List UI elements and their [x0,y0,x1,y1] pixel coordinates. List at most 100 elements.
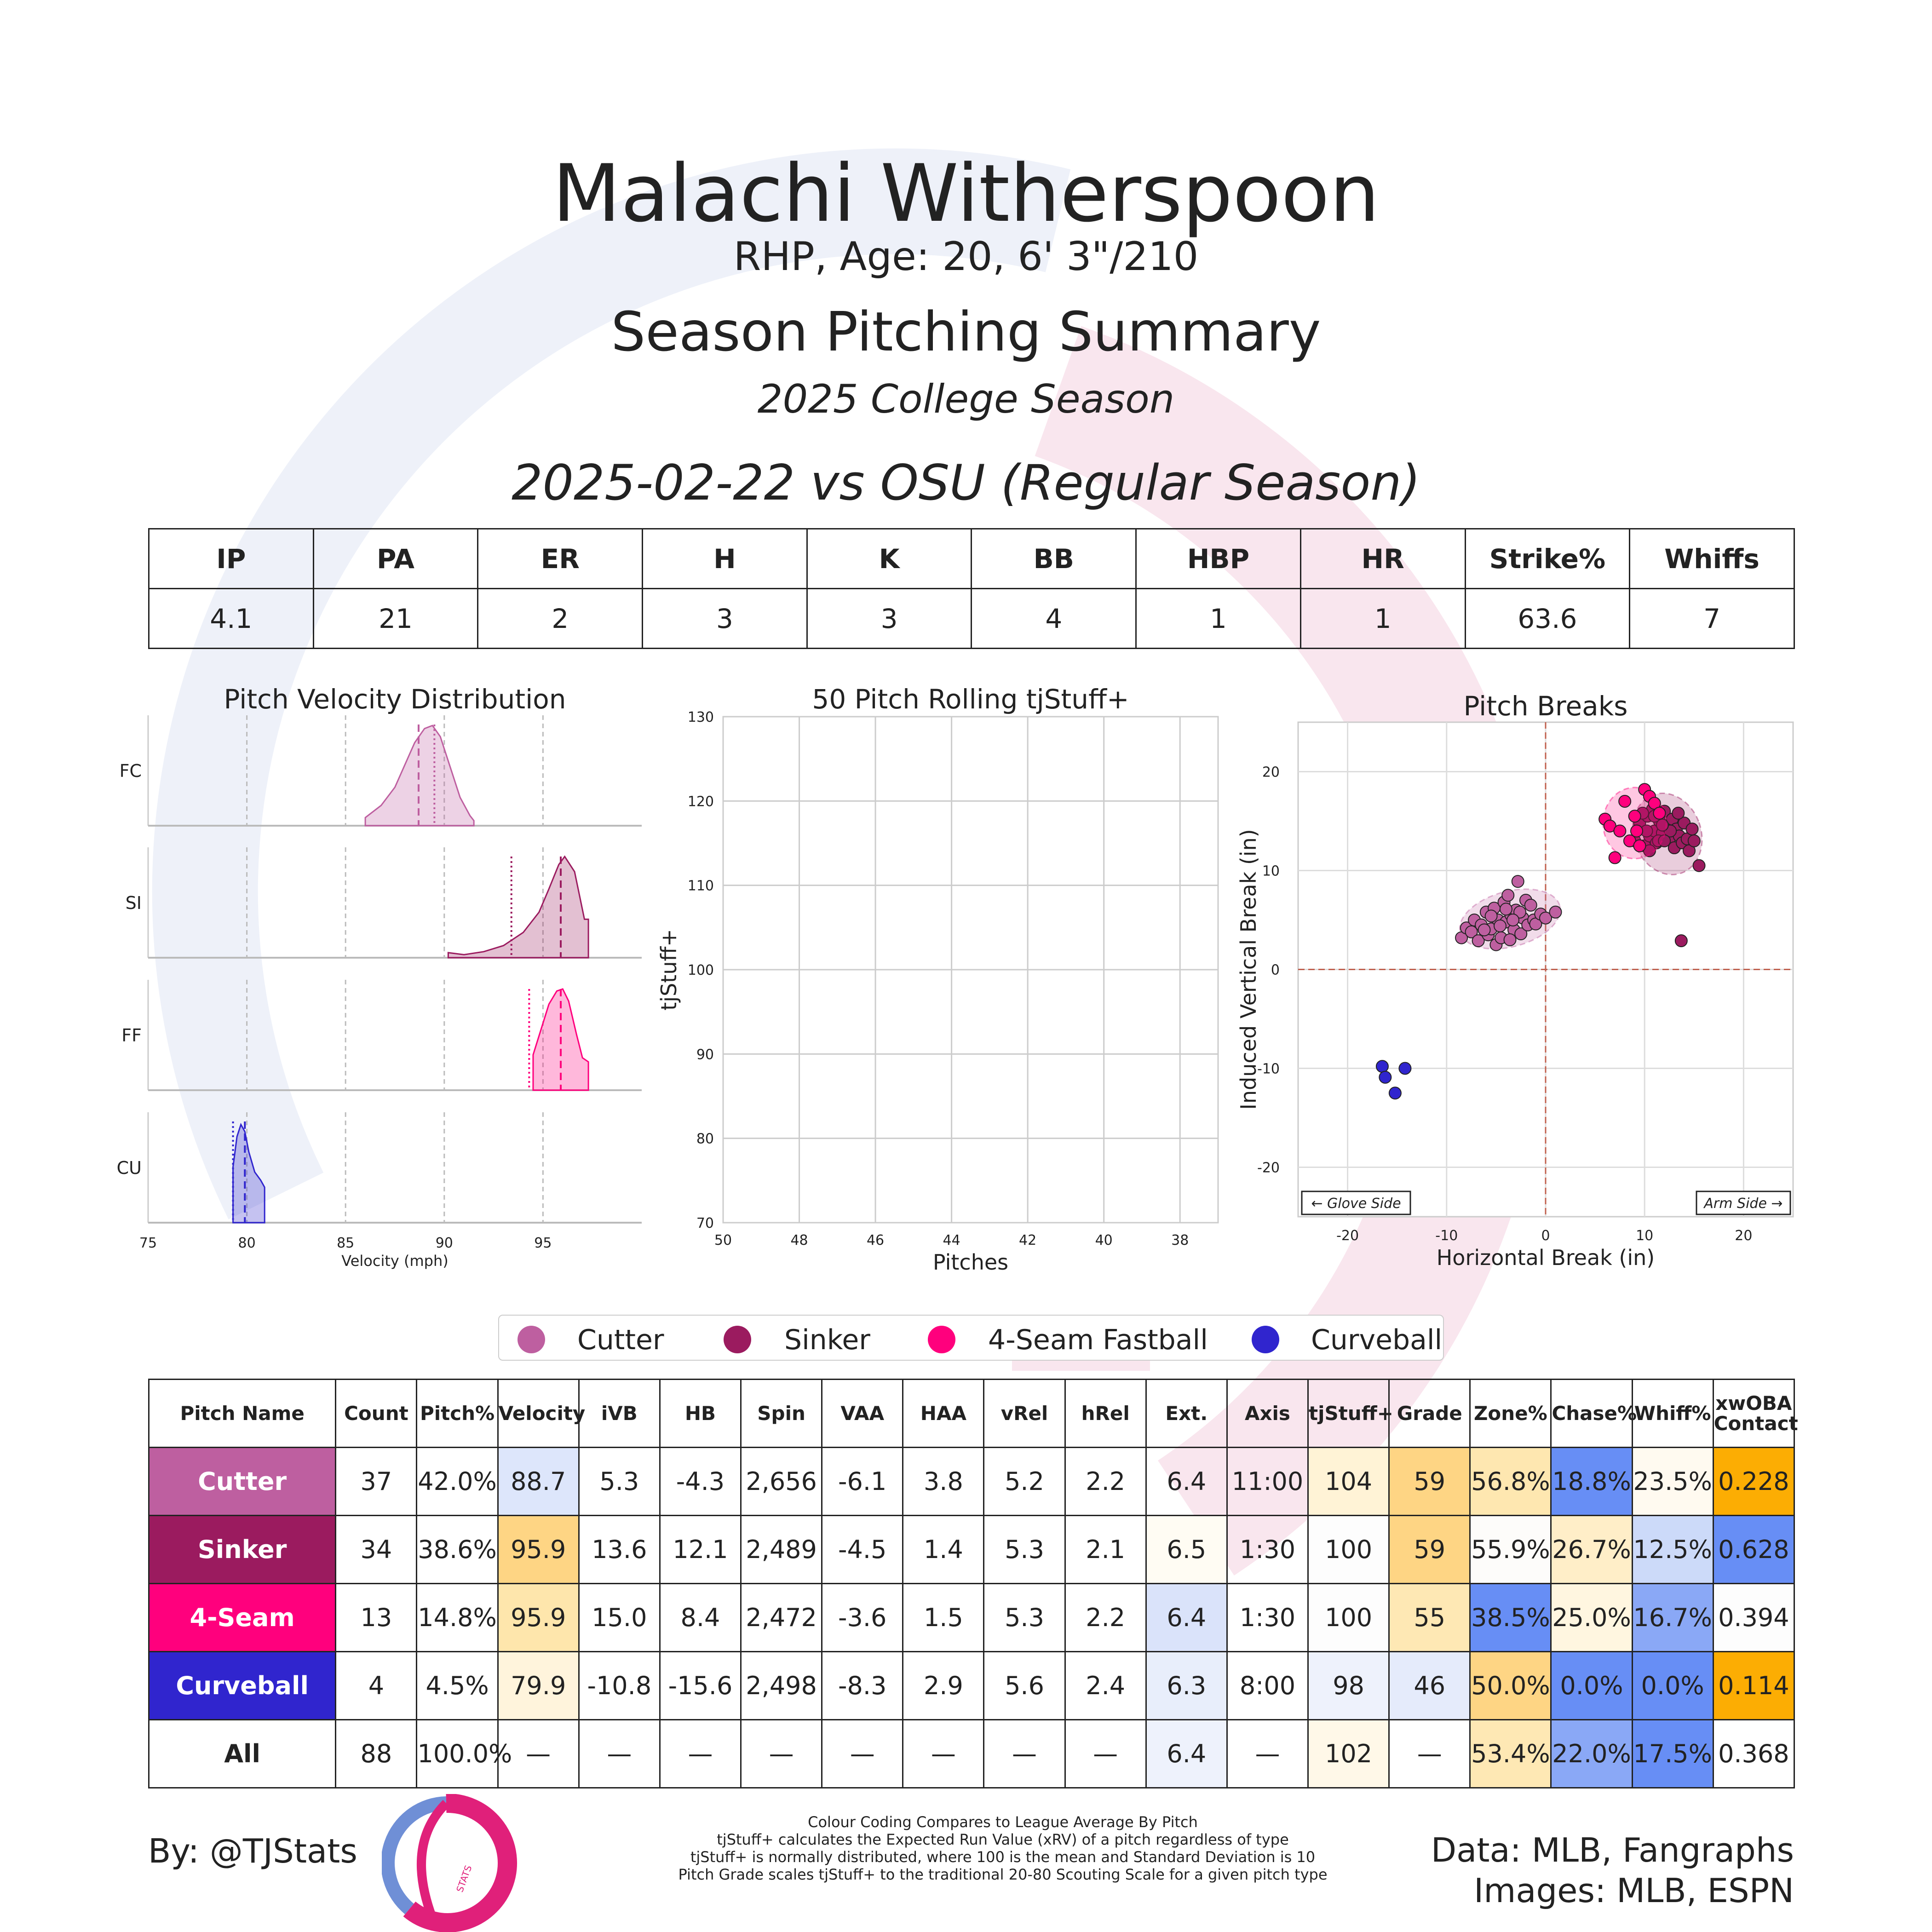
breaks-point-sinker [1685,822,1699,836]
box-value-ip: 4.1 [148,588,314,649]
rolling-x-tick-label: 38 [1171,1232,1189,1248]
velocity-row-label: FC [120,761,142,781]
breaks-point-sinker [1672,806,1685,820]
table-cell: 5.6 [983,1651,1066,1720]
footer-note-line: tjStuff+ calculates the Expected Run Val… [717,1831,1289,1848]
box-score-table: IP PA ER H K BB HBP HR Strike% Whiffs 4.… [148,528,1795,649]
table-cell: 0.114 [1712,1651,1795,1720]
table-cell: 5.3 [578,1447,661,1516]
table-cell: — [1064,1719,1147,1788]
table-cell: -6.1 [821,1447,904,1516]
table-cell: 18.8% [1550,1447,1633,1516]
box-value-bb: 4 [971,588,1137,649]
table-cell: — [1388,1719,1471,1788]
table-cell: 2.1 [1064,1515,1147,1584]
table-cell: 50.0% [1469,1651,1552,1720]
velocity-x-tick-label: 95 [534,1235,552,1251]
table-cell: 100.0% [416,1719,512,1788]
table-cell: — [740,1719,823,1788]
velocity-density-si [447,855,589,959]
table-cell: 2,472 [740,1583,823,1652]
table-cell: 3.8 [902,1447,985,1516]
breaks-point-4-seam [1628,810,1641,823]
table-cell: 34 [335,1515,418,1584]
breaks-point-cutter [1472,934,1485,948]
player-name: Malachi Witherspoon [552,147,1380,240]
breaks-point-cutter [1501,889,1515,902]
box-header-bb: BB [971,528,1137,589]
breaks-point-curveball [1379,1070,1392,1084]
rolling-x-tick-label: 44 [943,1232,960,1248]
breaks-point-4-seam [1613,824,1627,838]
glove-side-label: ← Glove Side [1311,1196,1401,1212]
box-header-k: K [806,528,972,589]
breaks-point-cutter [1511,875,1524,888]
breaks-point-cutter [1539,911,1552,925]
pitch-legend: Cutter Sinker 4-Seam Fastball Curveball [498,1315,1444,1361]
box-score-value-row: 4.1 21 2 3 3 4 1 1 63.6 7 [148,588,1795,649]
breaks-point-cutter [1503,933,1517,946]
table-cell: -4.5 [821,1515,904,1584]
arm-side-label: Arm Side → [1703,1196,1782,1212]
table-cell: 59 [1388,1447,1471,1516]
rolling-y-tick-label: 80 [696,1131,714,1147]
arm-side-box [1696,1190,1791,1215]
legend-curveball-marker [1252,1326,1279,1353]
breaks-point-cutter [1524,898,1537,912]
table-cell: 88 [335,1719,418,1788]
box-value-er: 2 [477,588,644,649]
table-cell: 1.5 [902,1583,985,1652]
velocity-x-axis-label: Velocity (mph) [341,1252,448,1270]
pitch-table-header-cell: VAA [821,1379,904,1448]
table-cell: 1:30 [1226,1515,1309,1584]
table-cell: 2,656 [740,1447,823,1516]
footer-note-line: tjStuff+ is normally distributed, where … [690,1848,1316,1866]
legend-sinker-label: Sinker [784,1324,870,1356]
breaks-point-sinker [1692,859,1706,872]
breaks-x-tick-label: 0 [1541,1228,1550,1244]
pitch-table-header-cell: Velocity [497,1379,585,1448]
table-cell: 104 [1307,1447,1390,1516]
rolling-x-tick-label: 42 [1019,1232,1036,1248]
table-row: Sinker 34 38.6% 95.9 13.6 12.1 2,489 -4.5 1.4 5.3… [148,1515,1795,1584]
breaks-point-cutter [1478,923,1491,937]
box-header-ip: IP [148,528,314,589]
breaks-point-sinker [1687,834,1701,847]
rolling-x-tick-label: 50 [714,1232,732,1248]
player-bio: RHP, Age: 20, 6' 3"/210 [733,234,1199,280]
table-cell: 23.5% [1631,1447,1714,1516]
breaks-point-4-seam [1608,851,1622,864]
table-cell: 42.0% [416,1447,499,1516]
tjstats-logo: STATS [382,1794,518,1932]
footer-note-line: Pitch Grade scales tjStuff+ to the tradi… [678,1866,1328,1883]
pitch-table-header-cell: HB [659,1379,742,1448]
table-cell: 0.394 [1712,1583,1795,1652]
table-cell: 6.5 [1145,1515,1228,1584]
table-cell: 17.5% [1631,1719,1714,1788]
table-cell: 88.7 [497,1447,580,1516]
breaks-point-cutter [1494,919,1507,932]
box-value-k: 3 [806,588,972,649]
pitch-name-cell: Cutter [148,1447,337,1516]
table-cell: 22.0% [1550,1719,1633,1788]
table-cell: 0.0% [1550,1651,1633,1720]
pitch-table-header-cell: tjStuff+ [1307,1379,1393,1448]
table-row: All 88 100.0% — — — — — — — —6.4—102—53.4% 22.0% 17.… [148,1719,1795,1788]
legend-curveball-label: Curveball [1311,1324,1443,1356]
rolling-y-axis-label: tjStuff+ [656,929,681,1010]
table-cell: 46 [1388,1651,1471,1720]
table-cell: 4 [335,1651,418,1720]
table-cell: 55 [1388,1583,1471,1652]
pitch-table-header-cell: iVB [578,1379,661,1448]
breaks-y-tick-label: 20 [1262,765,1280,781]
footer-images-source: Images: MLB, ESPN [1473,1871,1794,1910]
breaks-x-tick-label: -10 [1435,1228,1458,1244]
breaks-point-cutter [1465,925,1478,938]
table-cell: — [497,1719,580,1788]
legend-fourseam-label: 4-Seam Fastball [988,1324,1208,1356]
breaks-y-axis-label: Induced Vertical Break (in) [1236,829,1261,1110]
table-cell: 14.8% [416,1583,499,1652]
breaks-y-tick-label: 10 [1262,863,1280,880]
breaks-y-tick-label: 0 [1271,962,1280,978]
